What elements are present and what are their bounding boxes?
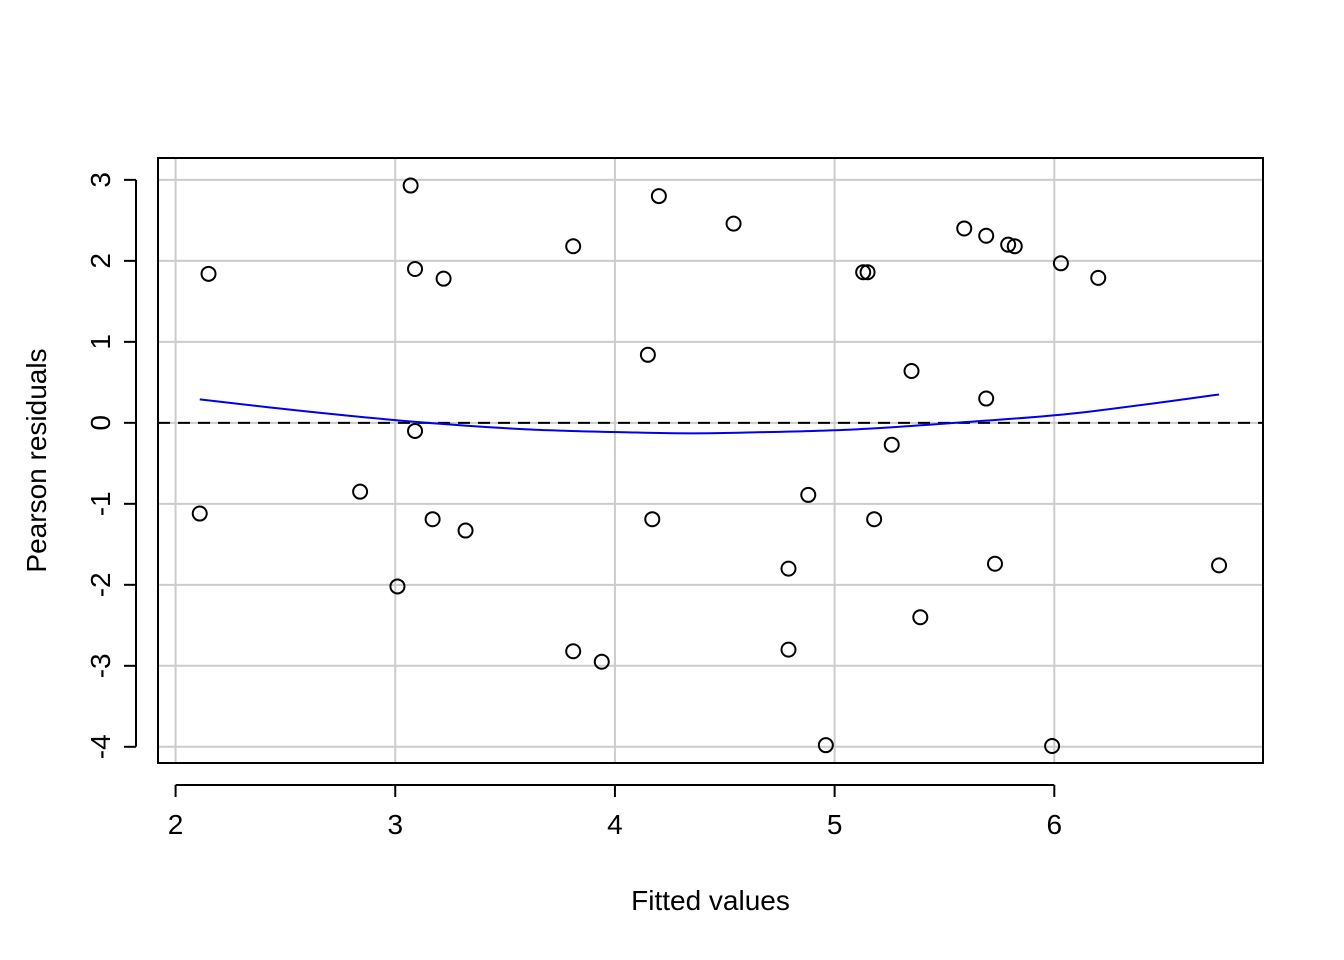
data-point [1211, 557, 1228, 574]
smooth-line-layer [199, 393, 1220, 435]
data-point [866, 511, 883, 528]
y-tick-label: 3 [85, 172, 116, 188]
data-point [352, 483, 369, 500]
data-point [389, 578, 406, 595]
x-tick-label: 4 [607, 809, 623, 840]
point-layer [191, 177, 1228, 754]
data-point [424, 511, 441, 528]
data-point [817, 737, 834, 754]
data-point [457, 522, 474, 539]
data-point [855, 264, 872, 281]
y-tick-label: 1 [85, 334, 116, 350]
data-point [883, 436, 900, 453]
x-axis-title: Fitted values [631, 885, 790, 916]
y-tick-label: -2 [85, 572, 116, 597]
data-point [978, 227, 995, 244]
data-point [986, 555, 1003, 572]
data-point [725, 215, 742, 232]
data-point [800, 486, 817, 503]
data-point [565, 643, 582, 660]
data-point [1044, 737, 1061, 754]
y-tick-label: 2 [85, 253, 116, 269]
data-point [565, 238, 582, 255]
data-point [407, 422, 424, 439]
data-point [1006, 238, 1023, 255]
x-tick-label: 2 [168, 809, 184, 840]
x-tick-label: 5 [827, 809, 843, 840]
data-point [956, 220, 973, 237]
data-point [1052, 255, 1069, 272]
y-axis-title: Pearson residuals [21, 348, 52, 572]
data-point [780, 641, 797, 658]
data-point [978, 390, 995, 407]
data-point [912, 609, 929, 626]
data-point [402, 177, 419, 194]
plot-frame [157, 157, 1264, 764]
y-tick-label: 0 [85, 415, 116, 431]
data-point [639, 346, 656, 363]
data-point [407, 260, 424, 277]
data-point [1090, 269, 1107, 286]
data-point [191, 505, 208, 522]
y-axis: -4 -3 -2 -1 0 1 2 3 [85, 172, 137, 759]
y-tick-label: -3 [85, 653, 116, 678]
smooth-fit-line [199, 393, 1220, 435]
data-point [780, 560, 797, 577]
data-point [650, 188, 667, 205]
x-tick-label: 6 [1047, 809, 1063, 840]
data-point [435, 270, 452, 287]
y-tick-label: -1 [85, 491, 116, 516]
x-axis: 2 3 4 5 6 [168, 784, 1063, 840]
grid [158, 158, 1263, 763]
data-point [200, 265, 217, 282]
data-point [859, 264, 876, 281]
x-tick-label: 3 [387, 809, 403, 840]
data-point [903, 363, 920, 380]
data-point [1000, 236, 1017, 253]
data-point [644, 511, 661, 528]
data-point [593, 653, 610, 670]
y-tick-label: -4 [85, 734, 116, 759]
